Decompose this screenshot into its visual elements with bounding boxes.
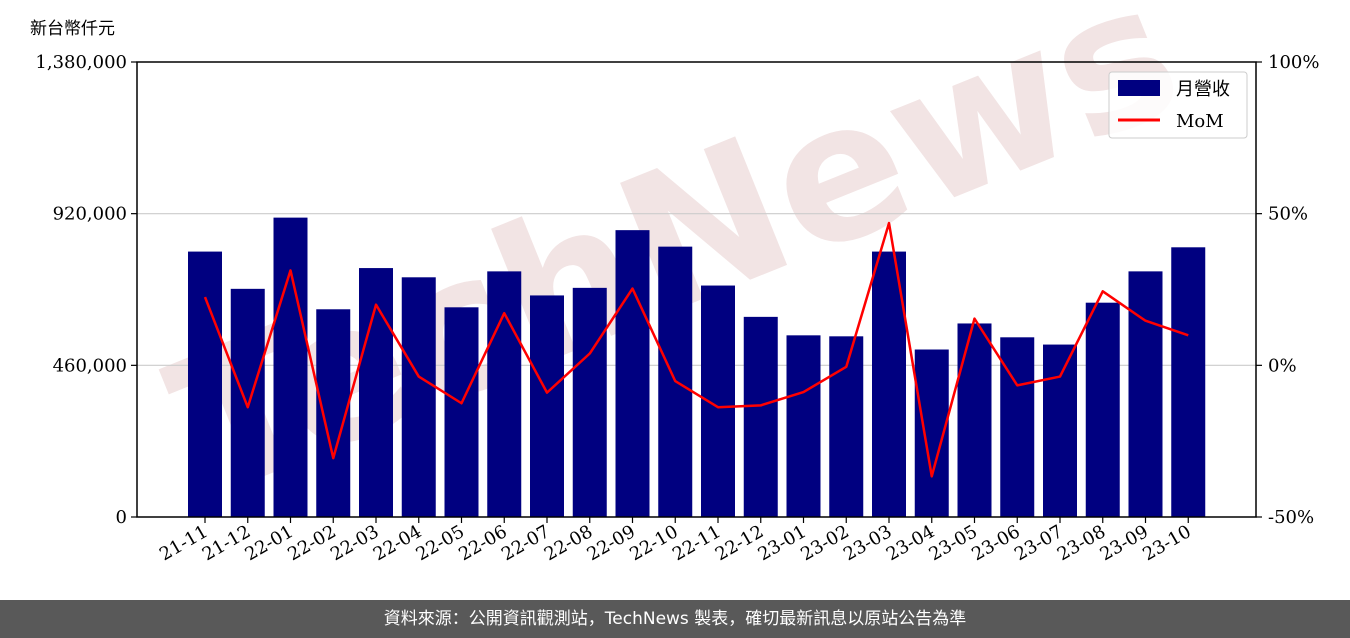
mom-line (203, 221, 1189, 478)
bar (572, 287, 607, 517)
plot-frame (136, 61, 1257, 518)
x-tick-label: 22-10 (626, 521, 681, 565)
line-series (203, 221, 1189, 478)
bar (188, 251, 222, 518)
x-tick-label: 21-11 (156, 521, 211, 565)
x-tick-label: 23-08 (1054, 521, 1109, 565)
bar-series (188, 217, 1206, 518)
bar (273, 217, 308, 518)
x-tick-label: 23-09 (1097, 521, 1152, 565)
x-tick-label: 22-07 (498, 521, 553, 565)
bar (615, 230, 650, 518)
bar (1043, 344, 1077, 517)
legend-swatch-bar (1118, 80, 1160, 96)
bar (444, 307, 479, 517)
left-tick-label: 0 (116, 507, 127, 528)
bar (230, 288, 265, 517)
x-tick-label: 23-05 (926, 521, 981, 565)
left-tick-label: 460,000 (53, 355, 127, 376)
left-tick-label: 920,000 (53, 204, 127, 225)
left-axis: 0 460,000 920,000 1,380,000 (35, 52, 137, 528)
legend-label-line: MoM (1176, 111, 1224, 132)
x-tick-label: 23-02 (797, 521, 852, 565)
bar (786, 335, 821, 517)
x-tick-label: 22-05 (413, 521, 468, 565)
unit-label: 新台幣仟元 (30, 19, 115, 39)
bar (743, 316, 778, 517)
x-tick-label: 22-03 (327, 521, 382, 565)
x-tick-label: 22-04 (370, 521, 425, 565)
x-tick-label: 22-12 (712, 521, 767, 565)
bar (957, 323, 992, 517)
x-tick-label: 23-03 (840, 521, 895, 565)
bar (1085, 302, 1120, 517)
x-tick-label: 22-11 (669, 521, 724, 565)
right-tick-label: 0% (1268, 355, 1297, 376)
right-tick-label: 100% (1268, 52, 1319, 73)
right-tick-label: 50% (1268, 204, 1308, 225)
right-tick-label: -50% (1268, 507, 1314, 528)
footer-source: 資料來源：公開資訊觀測站，TechNews 製表，確切最新訊息以原站公告為準 (0, 600, 1350, 638)
bar (359, 268, 393, 517)
bar (1000, 337, 1035, 517)
x-tick-label: 22-06 (455, 521, 510, 565)
right-axis: -50% 0% 50% 100% (1256, 52, 1319, 528)
bar (401, 277, 436, 517)
left-tick-label: 1,380,000 (35, 52, 127, 73)
x-tick-label: 22-08 (541, 521, 596, 565)
x-tick-label: 23-07 (1011, 521, 1066, 565)
legend: 月營收 MoM (1108, 71, 1248, 139)
bar (530, 295, 564, 517)
x-tick-label: 22-02 (284, 521, 339, 565)
x-tick-label: 23-04 (883, 521, 938, 565)
legend-label-bar: 月營收 (1176, 79, 1230, 100)
x-tick-label: 22-09 (584, 521, 639, 565)
x-tick-label: 23-06 (968, 521, 1023, 565)
x-axis: 21-1121-1222-0122-0222-0322-0422-0522-06… (156, 517, 1195, 565)
bar (1171, 247, 1206, 517)
x-tick-label: 23-01 (755, 521, 810, 565)
bar (487, 271, 522, 517)
bar (1128, 271, 1163, 517)
x-tick-label: 23-10 (1139, 521, 1194, 565)
